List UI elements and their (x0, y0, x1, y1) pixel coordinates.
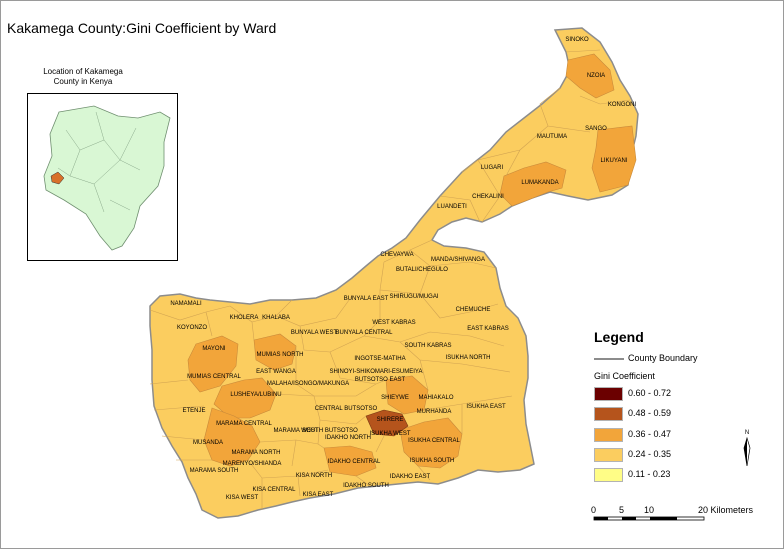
ward-nzoia (565, 53, 615, 99)
ward-label: LUMAKANDA (521, 180, 558, 186)
ward-label: KHOLERA (230, 315, 259, 321)
svg-text:N: N (745, 430, 749, 436)
ward-likuyani (591, 125, 637, 193)
ward-label: MARENYO/SHIANDA (223, 461, 282, 467)
ward-label: LIKUYANI (601, 158, 628, 164)
ward-label: MURHANDA (417, 409, 452, 415)
map-title: Kakamega County:Gini Coefficient by Ward (7, 20, 277, 36)
kakamega-inset-highlight (50, 171, 65, 185)
scale-tick-label: 20 Kilometers (698, 505, 754, 515)
ward-label: ISUKHA SOUTH (410, 458, 455, 464)
ward-label: SANGO (585, 126, 607, 132)
ward-label: MAYONI (202, 346, 226, 352)
north-arrow-icon: N (743, 430, 751, 467)
scale-tick-label: 0 (591, 505, 597, 515)
ward-shirere (365, 409, 409, 437)
ward-label: NAMAMALI (170, 301, 202, 307)
ward-mayoni (187, 335, 239, 393)
ward-label: MARAMA SOUTH (190, 468, 239, 474)
ward-label: LUSHEYA/LUBINU (230, 392, 281, 398)
ward-label: CHEKALINI (472, 194, 504, 200)
ward-labels: SINOKO NZOIA KONGONI MAUTUMA SANGO LIKUY… (170, 37, 636, 501)
ward-label: WEST KABRAS (372, 320, 415, 326)
county-boundary-label: County Boundary (628, 353, 698, 363)
ward-label: BUTALI/CHEGULO (396, 267, 448, 273)
ward-label: KISA CENTRAL (252, 487, 296, 493)
ward-label: INGOTSE-MATIHA (354, 356, 405, 362)
ward-lumakanda (499, 161, 567, 207)
ward-label: ISUKHA NORTH (446, 355, 491, 361)
ward-label: LUANDETI (437, 204, 467, 210)
ward-label: ISUKHA WEST (369, 431, 410, 437)
ward-label: BUNYALA EAST (344, 296, 389, 302)
gini-coefficient-label: Gini Coefficient (594, 371, 655, 381)
ward-label: ISUKHA CENTRAL (408, 438, 460, 444)
ward-label: MALAHA/ISONGO/MAKUNGA (267, 381, 349, 387)
ward-label: EAST KABRAS (467, 326, 509, 332)
ward-label: IDAKHO NORTH (325, 435, 371, 441)
legend-swatch (594, 428, 623, 442)
ward-label: SHINOYI-SHIKOMARI-ESUMEIYA (330, 369, 423, 375)
scale-tick-label: 5 (619, 505, 625, 515)
ward-isukha-central (399, 417, 463, 469)
ward-label: KHALABA (262, 315, 290, 321)
kenya-inset-map (27, 93, 178, 261)
ward-label: SOUTH BUTSOTSO (302, 428, 358, 434)
ward-label: NZOIA (587, 73, 605, 79)
inset-caption: Location of Kakamega County in Kenya (43, 67, 123, 86)
ward-label: BUNYALA CENTRAL (336, 330, 394, 336)
ward-label: MARAMA NORTH (232, 450, 281, 456)
ward-label: KISA NORTH (296, 473, 332, 479)
ward-label: KISA WEST (226, 495, 259, 501)
legend-label: 0.11 - 0.23 (628, 469, 671, 479)
ward-lusheya-lubinu (213, 377, 277, 419)
ward-label: MAHIAKALO (418, 395, 453, 401)
ward-label: MARAMA WEST (273, 428, 318, 434)
ward-label: CHEVAYWA (380, 252, 413, 258)
ward-label: KISA EAST (303, 492, 334, 498)
ward-label: MUMIAS NORTH (257, 352, 304, 358)
ward-label: EAST WANGA (256, 369, 296, 375)
county-boundary-swatch (594, 358, 624, 360)
legend-swatch (594, 407, 623, 421)
legend-swatch (594, 448, 623, 462)
ward-label: ETENJE (182, 408, 205, 414)
ward-label: IDAKHO EAST (390, 474, 431, 480)
ward-label: IDAKHO SOUTH (343, 483, 389, 489)
legend-title: Legend (594, 329, 644, 345)
legend-label: 0.24 - 0.35 (628, 449, 672, 459)
ward-label: LUGARI (481, 165, 504, 171)
ward-boundaries (149, 49, 631, 510)
legend-label: 0.48 - 0.59 (628, 408, 672, 418)
ward-label: KOYONZO (177, 325, 207, 331)
ward-label: KONGONI (608, 102, 637, 108)
ward-label: CENTRAL BUTSOTSO (315, 406, 378, 412)
legend-swatch (594, 387, 623, 401)
ward-label: BUTSOTSO EAST (355, 377, 406, 383)
class-0-36-0-47-wards (187, 53, 637, 477)
ward-label: SINOKO (565, 37, 589, 43)
legend-swatch (594, 468, 623, 482)
ward-label: MAUTUMA (537, 134, 567, 140)
ward-label: MARAMA CENTRAL (216, 421, 272, 427)
ward-label: MUSANDA (193, 440, 223, 446)
ward-mumias-north (253, 333, 297, 371)
ward-label: SHIEYWE (381, 395, 409, 401)
ward-label: CHEMUCHE (456, 307, 491, 313)
ward-label: IDAKHO CENTRAL (328, 459, 381, 465)
ward-label: BUNYALA WEST (291, 330, 338, 336)
ward-label: SOUTH KABRAS (404, 343, 451, 349)
ward-label: ISUKHA EAST (466, 404, 506, 410)
ward-label: SHIRERE (377, 417, 404, 423)
kenya-outline (43, 105, 171, 251)
scale-tick-label: 10 (644, 505, 655, 515)
legend-label: 0.36 - 0.47 (628, 429, 672, 439)
ward-idakho-central (323, 445, 377, 477)
scale-bar (593, 516, 705, 521)
ward-label: MUMIAS CENTRAL (187, 374, 241, 380)
ward-label: MANDA/SHIVANGA (431, 257, 485, 263)
ward-label: SHIRUGU/MUGAI (389, 294, 438, 300)
legend-label: 0.60 - 0.72 (628, 388, 672, 398)
